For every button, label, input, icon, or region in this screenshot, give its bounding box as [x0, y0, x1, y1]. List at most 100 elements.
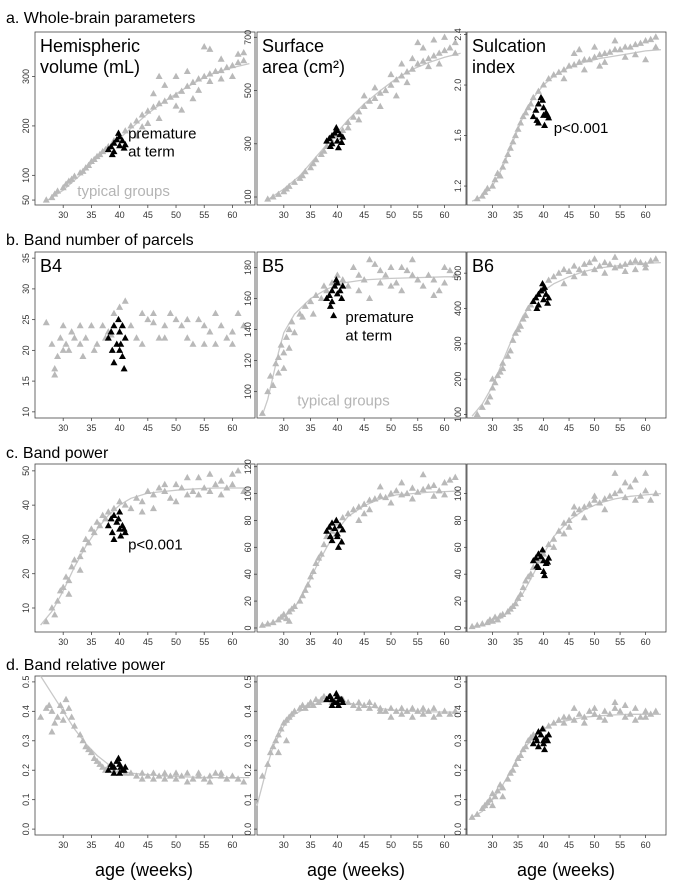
typical-point — [496, 172, 504, 179]
typical-point — [266, 748, 274, 756]
plot-frame — [34, 463, 256, 633]
premature-point — [107, 328, 115, 335]
typical-point — [580, 503, 588, 510]
premature-point — [120, 525, 128, 532]
typical-point — [366, 704, 374, 711]
typical-point — [291, 707, 299, 714]
typical-point — [291, 328, 299, 336]
typical-point — [408, 704, 416, 711]
x-tick-label: 45 — [359, 840, 369, 850]
x-tick-label: 55 — [199, 637, 209, 647]
y-tick-label: 40 — [453, 569, 463, 579]
typical-point — [309, 567, 317, 575]
y-tick-label: 0.5 — [21, 676, 31, 689]
typical-point — [414, 60, 422, 67]
typical-point — [200, 340, 208, 347]
typical-point — [403, 489, 411, 497]
typical-point — [398, 491, 406, 498]
y-tick-label: 0.5 — [453, 676, 463, 689]
x-tick-label: 60 — [641, 423, 651, 433]
typical-point — [565, 523, 573, 530]
typical-point — [144, 315, 152, 323]
typical-point — [217, 55, 225, 62]
typical-point — [524, 103, 532, 111]
typical-point — [511, 329, 519, 336]
typical-point — [519, 315, 527, 322]
typical-point — [591, 255, 599, 262]
typical-point — [403, 266, 411, 274]
typical-point — [408, 713, 416, 720]
typical-point — [446, 710, 454, 717]
typical-point — [299, 313, 307, 320]
typical-point — [580, 260, 588, 267]
typical-point — [506, 144, 514, 151]
typical-point — [272, 359, 280, 367]
premature-point — [529, 739, 537, 747]
premature-point — [328, 297, 336, 305]
typical-point — [317, 150, 325, 157]
x-tick-label: 50 — [171, 423, 181, 433]
typical-point — [312, 559, 320, 566]
typical-point — [419, 57, 427, 64]
typical-point — [517, 751, 525, 759]
typical-point — [200, 322, 208, 329]
typical-point — [616, 707, 624, 714]
typical-point — [206, 45, 214, 52]
typical-point — [441, 33, 449, 40]
y-tick-label: 0.4 — [453, 705, 463, 718]
typical-point — [509, 766, 517, 773]
panel-c2: 0 20 40 60 80 100 120 30 35 40 45 50 55 60 — [243, 459, 467, 647]
y-tick-label: 60 — [243, 542, 253, 552]
typical-point — [360, 102, 368, 110]
typical-point — [76, 731, 84, 738]
premature-point — [116, 328, 124, 335]
typical-point — [555, 269, 563, 276]
typical-point — [285, 182, 293, 189]
typical-point — [647, 710, 655, 717]
typical-point — [264, 387, 272, 395]
typical-point — [376, 279, 384, 286]
x-tick-label: 40 — [332, 637, 342, 647]
typical-point — [591, 704, 599, 711]
y-tick-label: 0.1 — [21, 793, 31, 806]
typical-point — [307, 297, 315, 305]
typical-point — [511, 760, 519, 767]
premature-point — [339, 526, 347, 533]
typical-point — [68, 563, 76, 570]
typical-point — [408, 65, 416, 72]
typical-point — [621, 701, 629, 708]
x-tick-label: 55 — [615, 423, 625, 433]
typical-point — [486, 393, 494, 400]
typical-point — [127, 504, 135, 512]
typical-point — [496, 368, 504, 375]
typical-point — [280, 364, 288, 371]
y-tick-label: 120 — [243, 459, 253, 474]
typical-point — [392, 279, 400, 286]
typical-point — [560, 713, 568, 720]
typical-point — [344, 118, 352, 126]
typical-point — [473, 410, 481, 417]
typical-point — [258, 772, 266, 779]
typical-point — [195, 75, 203, 82]
annotation-label: at term — [128, 144, 175, 161]
typical-point — [223, 63, 231, 71]
typical-point — [217, 322, 225, 329]
typical-point — [133, 334, 141, 341]
typical-point — [398, 263, 406, 271]
typical-point — [127, 322, 135, 329]
typical-point — [317, 294, 325, 302]
typical-point — [277, 725, 285, 732]
typical-point — [435, 60, 443, 67]
fit-curve — [40, 487, 250, 626]
typical-point — [522, 109, 530, 116]
typical-point — [264, 620, 272, 627]
typical-point — [382, 86, 390, 94]
typical-point — [591, 53, 599, 60]
typical-point — [195, 769, 203, 776]
typical-point — [282, 737, 290, 744]
typical-point — [570, 61, 578, 68]
x-tick-label: 60 — [227, 210, 237, 220]
typical-point — [631, 265, 639, 273]
typical-point — [514, 325, 522, 333]
panel-title-line: Sulcation — [472, 36, 546, 56]
